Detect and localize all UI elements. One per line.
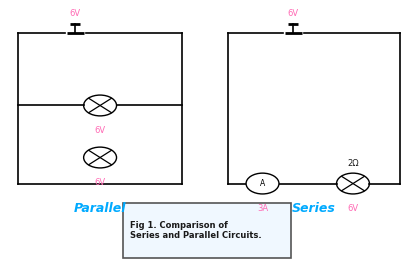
FancyBboxPatch shape: [122, 203, 291, 258]
Text: 6V: 6V: [287, 9, 298, 18]
Text: 6V: 6V: [94, 126, 105, 135]
Text: 6V: 6V: [70, 9, 81, 18]
Text: Parallel: Parallel: [74, 202, 126, 215]
Circle shape: [245, 173, 278, 194]
Text: A: A: [259, 179, 264, 188]
Text: 3A: 3A: [256, 204, 268, 213]
Text: 6V: 6V: [347, 204, 358, 213]
Text: Fig 1. Comparison of
Series and Parallel Circuits.: Fig 1. Comparison of Series and Parallel…: [129, 221, 261, 240]
Text: 6V: 6V: [94, 178, 105, 187]
Text: 2Ω: 2Ω: [347, 159, 358, 168]
Text: Series: Series: [291, 202, 335, 215]
